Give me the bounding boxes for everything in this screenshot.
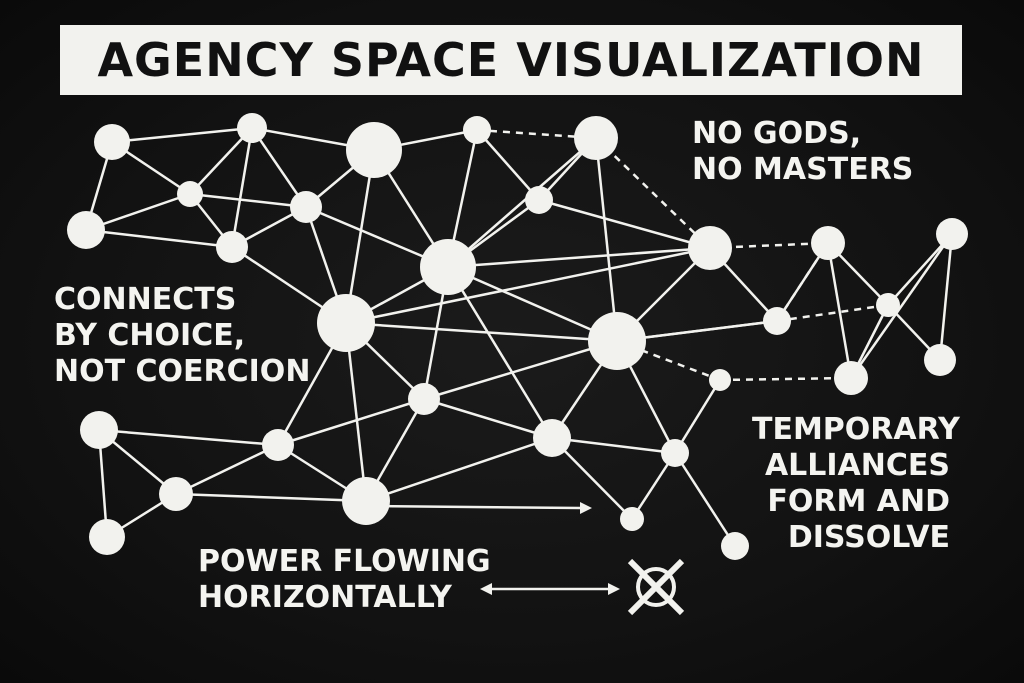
graph-node xyxy=(525,186,553,214)
crossed-circle-icon xyxy=(627,558,685,616)
graph-node xyxy=(588,312,646,370)
connection-line xyxy=(938,233,954,361)
temporary-alliances-label: TEMPORARY ALLIANCES FORM AND DISSOLVE xyxy=(752,412,960,555)
graph-node xyxy=(408,383,440,415)
graph-node xyxy=(876,293,900,317)
connects-label: CONNECTS BY CHOICE, NOT COERCION xyxy=(54,282,311,389)
graph-node xyxy=(346,122,402,178)
graph-node xyxy=(216,231,248,263)
connection-line xyxy=(175,443,279,496)
dashed-connection xyxy=(595,137,711,249)
graph-node xyxy=(262,429,294,461)
graph-node xyxy=(688,226,732,270)
dashed-connection xyxy=(775,242,830,322)
connection-line xyxy=(849,233,954,379)
connection-line xyxy=(538,198,711,250)
power-flowing-label: POWER FLOWING HORIZONTALLY xyxy=(198,544,491,615)
graph-node xyxy=(620,507,644,531)
connection-line xyxy=(98,428,279,447)
graph-node xyxy=(811,226,845,260)
graph-node xyxy=(834,361,868,395)
connection-line xyxy=(175,492,367,503)
nodes-layer xyxy=(67,113,968,560)
dashed-connection xyxy=(476,128,597,140)
graph-node xyxy=(924,344,956,376)
graph-node xyxy=(763,307,791,335)
dashed-connection xyxy=(719,376,852,382)
graph-node xyxy=(721,532,749,560)
connection-line xyxy=(594,137,619,342)
connection-line xyxy=(230,127,254,248)
connection-line xyxy=(551,436,676,455)
no-gods-label: NO GODS, NO MASTERS xyxy=(692,116,914,187)
connection-line xyxy=(345,321,618,343)
connection-line xyxy=(673,379,722,454)
connection-line xyxy=(447,265,618,343)
title-banner: AGENCY SPACE VISUALIZATION xyxy=(60,25,962,95)
graph-node xyxy=(80,411,118,449)
dashed-connection xyxy=(776,303,889,323)
graph-node xyxy=(177,181,203,207)
connection-line xyxy=(476,129,540,201)
graph-node xyxy=(94,124,130,160)
connection-line xyxy=(423,339,618,401)
connection-line xyxy=(423,397,553,440)
connection-line xyxy=(446,266,554,439)
connection-line xyxy=(826,242,853,379)
graph-node xyxy=(574,116,618,160)
page-title: AGENCY SPACE VISUALIZATION xyxy=(97,33,925,87)
graph-node xyxy=(661,439,689,467)
connection-line xyxy=(277,397,425,447)
graph-node xyxy=(67,211,105,249)
graph-node xyxy=(159,477,193,511)
graph-node xyxy=(317,294,375,352)
double-arrow-icon xyxy=(480,583,620,595)
graph-node xyxy=(463,116,491,144)
connection-line xyxy=(189,192,307,209)
connection-line xyxy=(345,246,711,325)
connection-line xyxy=(111,126,253,144)
connection-line xyxy=(344,149,376,324)
edges-layer xyxy=(84,126,954,547)
connection-line xyxy=(447,246,711,269)
graph-node xyxy=(420,239,476,295)
graph-node xyxy=(936,218,968,250)
connection-line xyxy=(85,228,233,249)
connection-line xyxy=(189,127,253,195)
graph-node xyxy=(237,113,267,143)
graph-node xyxy=(342,477,390,525)
connection-line xyxy=(344,322,368,502)
connection-line xyxy=(673,452,737,547)
graph-node xyxy=(533,419,571,457)
graph-node xyxy=(709,369,731,391)
connection-line xyxy=(365,436,553,503)
connection-line xyxy=(447,137,597,268)
graph-node xyxy=(290,191,322,223)
horizontal-arrow-icon xyxy=(369,502,592,514)
graph-node xyxy=(89,519,125,555)
